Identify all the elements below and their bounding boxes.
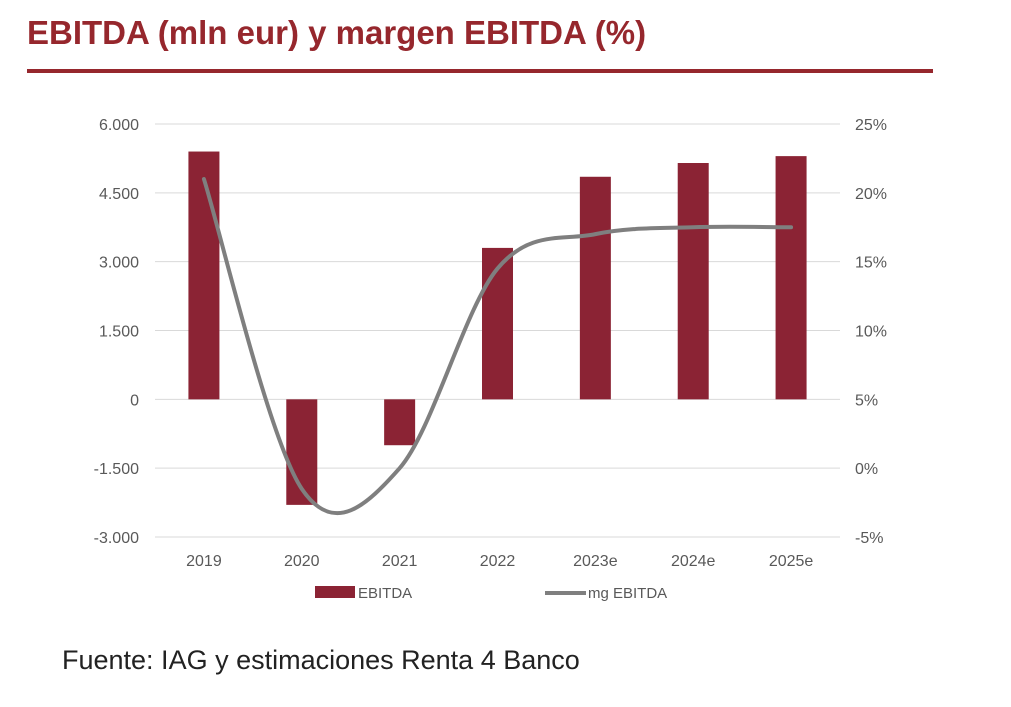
bar-ebitda-2022: [482, 247, 513, 400]
y-left-tick-label: -1.500: [94, 461, 139, 478]
legend-label-ebitda: EBITDA: [358, 585, 412, 602]
title-underline: [27, 69, 933, 73]
x-tick-label: 2023e: [573, 553, 618, 570]
x-tick-label: 2022: [480, 553, 516, 570]
ebitda-chart: 6.000 4.500 3.000 1.500 0 -1.500 -3.000 25% 20% 1…: [94, 117, 887, 602]
x-tick-label: 2019: [186, 553, 222, 570]
chart-title: EBITDA (mln eur) y margen EBITDA (%): [27, 14, 647, 51]
x-tick-label: 2020: [284, 553, 320, 570]
y-right-tick-label: 5%: [855, 392, 878, 409]
y-right-tick-label: 25%: [855, 117, 887, 134]
bar-ebitda-2025e: [775, 156, 807, 400]
x-tick-label: 2024e: [671, 553, 716, 570]
bar-ebitda-2024e: [677, 163, 709, 400]
legend-swatch-ebitda: [315, 586, 355, 598]
y-right-tick-label: 10%: [855, 324, 887, 341]
y-left-tick-label: 0: [130, 392, 139, 409]
y-left-tick-label: 4.500: [99, 186, 139, 203]
line-mg-ebitda: [201, 177, 794, 516]
y-right-tick-label: 15%: [855, 255, 887, 272]
x-tick-label: 2025e: [769, 553, 814, 570]
source-note: Fuente: IAG y estimaciones Renta 4 Banco: [62, 645, 580, 675]
y-left-tick-label: 6.000: [99, 117, 139, 134]
bar-ebitda-2019: [188, 151, 220, 400]
x-tick-label: 2021: [382, 553, 418, 570]
y-right-tick-label: -5%: [855, 530, 883, 547]
legend-label-mg-ebitda: mg EBITDA: [588, 585, 667, 602]
y-left-tick-label: -3.000: [94, 530, 139, 547]
y-left-tick-label: 3.000: [99, 255, 139, 272]
bar-ebitda-2023e: [579, 176, 611, 400]
y-right-tick-label: 20%: [855, 186, 887, 203]
bar-ebitda-2021: [384, 399, 416, 446]
y-left-tick-label: 1.500: [99, 324, 139, 341]
y-right-tick-label: 0%: [855, 461, 878, 478]
